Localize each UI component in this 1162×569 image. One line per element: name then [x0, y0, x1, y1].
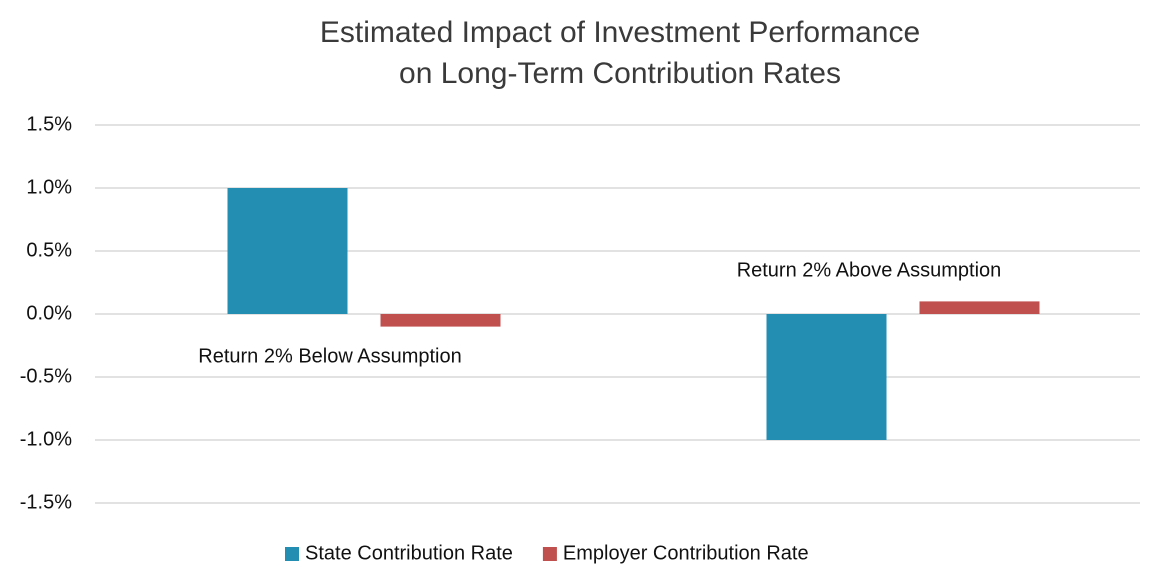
legend-swatch	[285, 547, 299, 561]
legend-label: State Contribution Rate	[305, 542, 513, 564]
category-label: Return 2% Below Assumption	[198, 345, 461, 367]
category-label: Return 2% Above Assumption	[737, 259, 1002, 281]
y-tick-label: -1.0%	[20, 428, 72, 450]
y-tick-label: -0.5%	[20, 365, 72, 387]
y-tick-label: -1.5%	[20, 491, 72, 513]
bar	[766, 314, 887, 440]
chart-title: Estimated Impact of Investment Performan…	[320, 16, 920, 49]
legend-label: Employer Contribution Rate	[563, 542, 809, 564]
legend-swatch	[542, 547, 557, 561]
y-tick-label: 0.0%	[26, 302, 72, 324]
bar	[380, 314, 501, 327]
y-tick-label: 1.0%	[26, 176, 72, 198]
bar	[919, 301, 1040, 314]
y-tick-label: 1.5%	[26, 113, 72, 135]
chart-title: on Long-Term Contribution Rates	[399, 57, 841, 90]
y-tick-label: 0.5%	[26, 239, 72, 261]
bar	[227, 188, 348, 314]
